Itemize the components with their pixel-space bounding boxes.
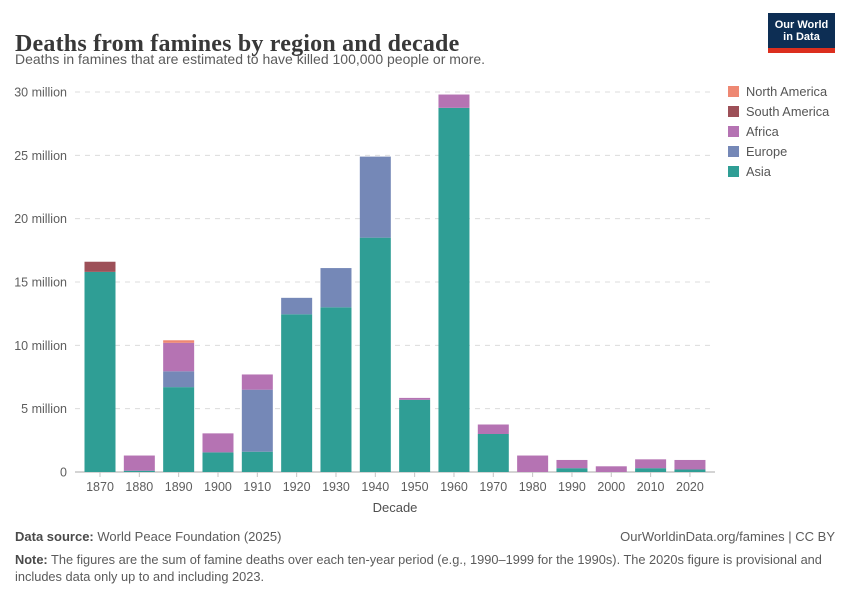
footer-row: Data source: World Peace Foundation (202…	[15, 529, 835, 544]
x-tick-label: 1990	[558, 480, 586, 494]
bar-1940-europe[interactable]	[359, 156, 391, 238]
x-tick-label: 1890	[165, 480, 193, 494]
legend-swatch	[728, 126, 739, 137]
y-tick-label: 30 million	[14, 86, 67, 100]
bar-2000-africa[interactable]	[595, 466, 627, 472]
bar-1880-asia[interactable]	[123, 470, 155, 472]
legend-label: South America	[746, 104, 830, 119]
legend-item-africa[interactable]: Africa	[728, 124, 829, 139]
bar-1920-europe[interactable]	[281, 297, 313, 315]
chart-legend: North America South America Africa Europe As…	[728, 84, 829, 179]
bar-1960-africa[interactable]	[438, 94, 470, 108]
x-tick-label: 1870	[86, 480, 114, 494]
x-tick-label: 1970	[479, 480, 507, 494]
legend-swatch	[728, 166, 739, 177]
y-tick-label: 20 million	[14, 212, 67, 226]
x-tick-label: 2020	[676, 480, 704, 494]
legend-swatch	[728, 146, 739, 157]
bar-1930-europe[interactable]	[320, 268, 352, 308]
bar-1890-europe[interactable]	[163, 371, 195, 388]
legend-item-europe[interactable]: Europe	[728, 144, 829, 159]
bar-1990-asia[interactable]	[556, 468, 588, 472]
x-tick-label: 1940	[361, 480, 389, 494]
x-tick-label: 1900	[204, 480, 232, 494]
bar-1930-asia[interactable]	[320, 307, 352, 472]
legend-label: Africa	[746, 124, 779, 139]
bar-1990-africa[interactable]	[556, 459, 588, 469]
x-tick-label: 2000	[597, 480, 625, 494]
bar-1950-asia[interactable]	[399, 399, 431, 472]
x-tick-label: 1980	[519, 480, 547, 494]
owid-logo-line2: in Data	[783, 30, 820, 43]
y-tick-label: 10 million	[14, 339, 67, 353]
data-source-value: World Peace Foundation (2025)	[93, 529, 282, 544]
x-tick-label: 2010	[637, 480, 665, 494]
legend-label: North America	[746, 84, 828, 99]
x-tick-label: 1930	[322, 480, 350, 494]
legend-label: Asia	[746, 164, 771, 179]
bar-1910-africa[interactable]	[241, 374, 273, 390]
x-tick-label: 1880	[125, 480, 153, 494]
note-text: The figures are the sum of famine deaths…	[15, 552, 822, 584]
bar-1980-africa[interactable]	[517, 455, 549, 472]
chart-note: Note: The figures are the sum of famine …	[15, 552, 837, 585]
page-title: Deaths from famines by region and decade	[15, 31, 460, 58]
x-tick-label: 1920	[283, 480, 311, 494]
chart-subtitle: Deaths in famines that are estimated to …	[15, 51, 486, 67]
bar-1890-north-america[interactable]	[163, 340, 195, 343]
note-label: Note:	[15, 552, 48, 567]
bar-2010-asia[interactable]	[635, 468, 667, 472]
data-source-label: Data source:	[15, 529, 94, 544]
data-source: Data source: World Peace Foundation (202…	[15, 529, 281, 544]
bar-2020-asia[interactable]	[674, 469, 706, 472]
owid-logo: Our World in Data	[768, 13, 835, 53]
bar-1970-asia[interactable]	[477, 434, 509, 472]
bar-2010-africa[interactable]	[635, 459, 667, 469]
legend-swatch	[728, 106, 739, 117]
owid-logo-line1: Our World	[774, 18, 829, 31]
x-axis-title: Decade	[373, 500, 418, 515]
y-tick-label: 15 million	[14, 276, 67, 290]
bar-1900-asia[interactable]	[202, 452, 234, 472]
bar-1940-asia[interactable]	[359, 237, 391, 472]
legend-item-asia[interactable]: Asia	[728, 164, 829, 179]
bar-1890-africa[interactable]	[163, 342, 195, 372]
y-tick-label: 5 million	[21, 402, 67, 416]
bar-1900-africa[interactable]	[202, 433, 234, 453]
bar-1970-africa[interactable]	[477, 424, 509, 435]
bar-1910-asia[interactable]	[241, 451, 273, 472]
bar-1960-asia[interactable]	[438, 107, 470, 472]
legend-swatch	[728, 86, 739, 97]
bar-1870-south-america[interactable]	[84, 261, 116, 272]
y-tick-label: 25 million	[14, 149, 67, 163]
bar-1910-europe[interactable]	[241, 389, 273, 452]
bar-1950-africa[interactable]	[399, 397, 431, 400]
x-tick-label: 1910	[243, 480, 271, 494]
stacked-bar-chart: 0 5 million 10 million 15 million 20 million…	[14, 86, 715, 515]
y-tick-label: 0	[60, 466, 67, 480]
x-tick-label: 1950	[401, 480, 429, 494]
legend-label: Europe	[746, 144, 788, 159]
bar-2020-africa[interactable]	[674, 459, 706, 470]
bar-1880-africa[interactable]	[123, 455, 155, 471]
bar-1870-asia[interactable]	[84, 271, 116, 472]
x-tick-label: 1960	[440, 480, 468, 494]
citation-link[interactable]: OurWorldinData.org/famines | CC BY	[620, 529, 835, 544]
bar-1890-asia[interactable]	[163, 387, 195, 472]
legend-item-south-america[interactable]: South America	[728, 104, 829, 119]
bar-1920-asia[interactable]	[281, 314, 313, 472]
legend-item-north-america[interactable]: North America	[728, 84, 829, 99]
